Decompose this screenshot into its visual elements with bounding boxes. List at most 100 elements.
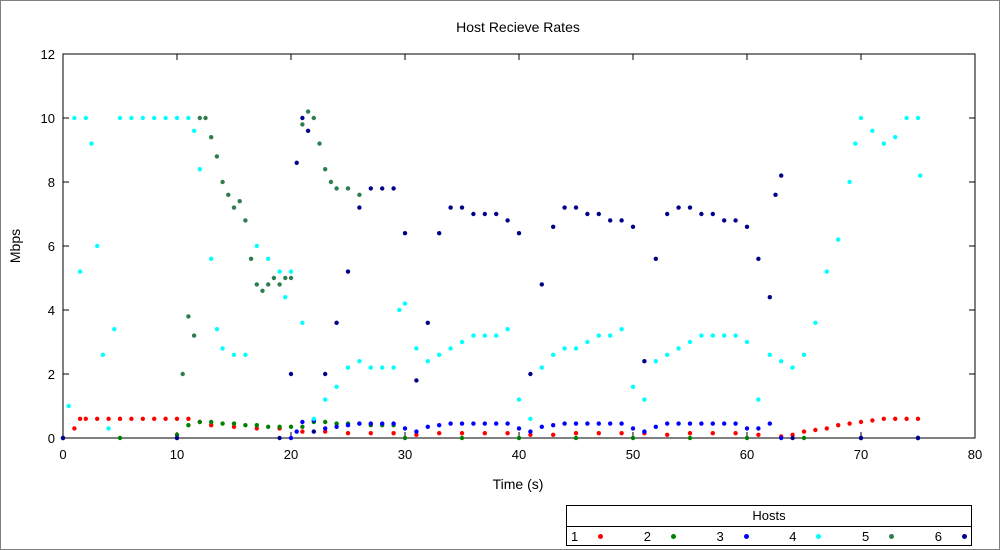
data-point xyxy=(186,423,191,428)
data-point xyxy=(608,218,613,223)
data-point xyxy=(283,295,288,300)
data-point xyxy=(744,426,750,431)
data-point xyxy=(425,320,430,325)
data-point xyxy=(653,256,658,261)
series-4 xyxy=(66,115,923,431)
data-point xyxy=(243,423,248,428)
data-point xyxy=(596,421,601,426)
data-point xyxy=(328,179,334,185)
x-tick-label: 40 xyxy=(512,447,526,462)
data-point xyxy=(311,429,316,434)
data-point xyxy=(505,327,510,332)
data-point xyxy=(870,128,875,133)
data-point xyxy=(437,352,442,357)
data-point xyxy=(66,403,71,409)
data-point xyxy=(619,421,624,426)
y-tick-label: 0 xyxy=(48,431,55,446)
x-tick-label: 70 xyxy=(854,447,868,462)
data-point xyxy=(722,333,727,338)
data-point xyxy=(573,346,579,351)
data-point xyxy=(437,231,442,236)
data-point xyxy=(117,435,123,441)
data-point xyxy=(630,426,636,431)
legend-label: 4 xyxy=(789,528,797,544)
data-point xyxy=(494,421,499,426)
data-point xyxy=(573,435,579,441)
data-point xyxy=(801,352,807,357)
data-point xyxy=(471,211,476,217)
data-point xyxy=(414,432,419,437)
data-point xyxy=(710,211,715,217)
data-point xyxy=(482,431,487,436)
data-point xyxy=(915,416,921,421)
legend-label: 1 xyxy=(571,528,579,544)
data-point xyxy=(904,115,909,121)
data-point xyxy=(345,269,351,274)
data-point xyxy=(505,421,510,426)
data-point xyxy=(254,243,259,249)
data-point xyxy=(630,224,636,229)
data-point xyxy=(915,435,921,441)
legend: Hosts 1 2 3 4 5 6 xyxy=(566,505,972,546)
data-point xyxy=(83,416,89,421)
data-point xyxy=(528,432,533,437)
data-point xyxy=(425,359,430,364)
data-point xyxy=(231,352,237,357)
data-point xyxy=(380,186,385,191)
data-point xyxy=(266,256,271,261)
data-point xyxy=(733,218,738,223)
data-point xyxy=(733,431,738,436)
data-point xyxy=(630,384,636,389)
data-point xyxy=(414,346,419,351)
legend-label: 3 xyxy=(716,528,724,544)
data-point xyxy=(767,295,772,300)
data-point xyxy=(380,421,385,426)
data-point xyxy=(163,416,168,421)
data-point xyxy=(380,365,385,370)
data-point xyxy=(551,224,556,229)
data-point xyxy=(733,421,738,426)
data-point xyxy=(858,115,864,121)
data-point xyxy=(893,416,898,421)
y-tick-label: 12 xyxy=(41,47,55,62)
data-point xyxy=(687,421,693,426)
data-point xyxy=(459,421,465,426)
data-point xyxy=(801,429,807,434)
data-point xyxy=(402,231,408,236)
legend-entries: 1 2 3 4 5 6 xyxy=(571,526,967,546)
data-point xyxy=(448,346,453,351)
legend-label: 6 xyxy=(934,528,942,544)
data-point xyxy=(562,346,567,351)
data-point xyxy=(209,423,214,428)
data-point xyxy=(665,211,670,217)
data-point xyxy=(72,426,77,431)
data-point xyxy=(710,421,715,426)
data-point xyxy=(459,339,465,345)
data-point xyxy=(665,421,670,426)
data-point xyxy=(824,269,829,274)
data-point xyxy=(459,435,465,441)
data-point xyxy=(494,333,499,338)
data-point xyxy=(95,243,100,249)
y-tick-label: 2 xyxy=(48,367,55,382)
x-tick-label: 60 xyxy=(740,447,754,462)
data-point xyxy=(368,186,373,191)
data-point xyxy=(277,435,282,441)
data-point xyxy=(482,333,487,338)
data-point xyxy=(277,282,282,287)
data-point xyxy=(186,416,191,421)
data-point xyxy=(653,359,658,364)
legend-label: 2 xyxy=(643,528,651,544)
data-point xyxy=(140,115,145,121)
data-point xyxy=(585,211,590,217)
y-tick-label: 6 xyxy=(48,239,55,254)
data-point xyxy=(197,167,202,172)
data-point xyxy=(117,416,123,421)
data-point xyxy=(345,365,351,370)
data-point xyxy=(608,333,613,338)
data-point xyxy=(676,205,681,210)
data-point xyxy=(317,141,322,146)
data-point xyxy=(248,256,254,261)
data-point xyxy=(773,192,778,197)
data-point xyxy=(642,397,647,402)
